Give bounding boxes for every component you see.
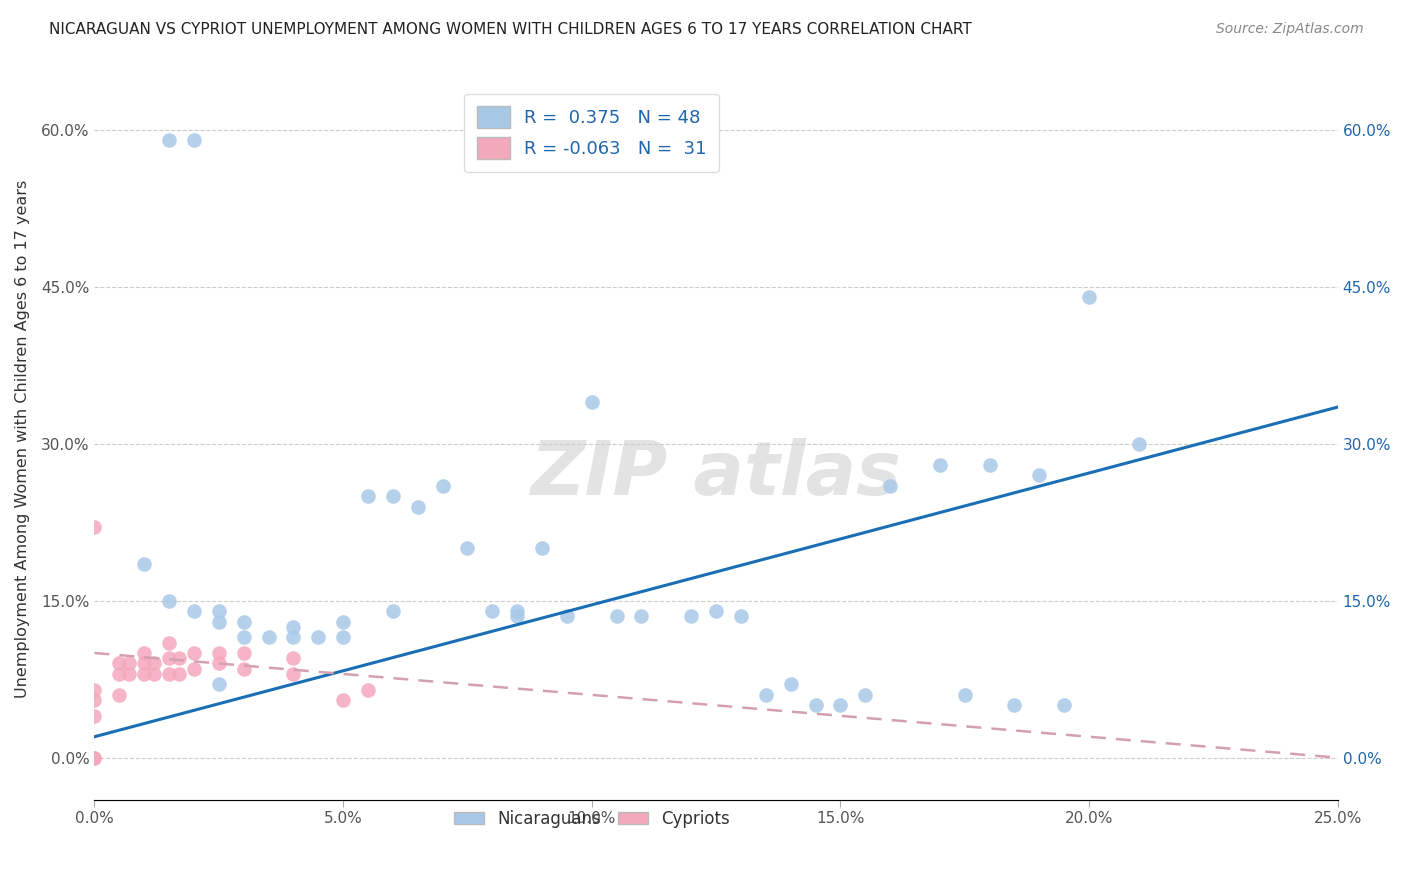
Point (134, 646, 156, 660)
Point (183, 133, 205, 147)
Text: NICARAGUAN VS CYPRIOT UNEMPLOYMENT AMONG WOMEN WITH CHILDREN AGES 6 TO 17 YEARS : NICARAGUAN VS CYPRIOT UNEMPLOYMENT AMONG… (49, 22, 972, 37)
Point (307, 630, 329, 644)
Point (232, 662, 254, 676)
Point (606, 609, 628, 624)
Point (283, 651, 305, 665)
Point (779, 677, 801, 691)
Point (953, 688, 976, 702)
Point (506, 609, 529, 624)
Point (118, 667, 141, 681)
Point (530, 541, 553, 556)
Point (232, 615, 254, 629)
Point (283, 667, 305, 681)
Point (332, 615, 354, 629)
Point (83, 750, 105, 764)
Point (630, 609, 652, 624)
Point (555, 609, 578, 624)
Point (183, 604, 205, 618)
Point (157, 133, 180, 147)
Point (332, 630, 354, 644)
Point (1128, 436, 1150, 450)
Point (257, 630, 280, 644)
Point (406, 500, 429, 514)
Point (157, 635, 180, 649)
Point (730, 609, 752, 624)
Point (134, 557, 156, 571)
Point (830, 698, 852, 713)
Point (134, 667, 156, 681)
Point (183, 662, 205, 676)
Point (1078, 290, 1101, 304)
Point (208, 604, 231, 618)
Point (157, 593, 180, 607)
Point (157, 651, 180, 665)
Y-axis label: Unemployment Among Women with Children Ages 6 to 17 years: Unemployment Among Women with Children A… (15, 179, 30, 698)
Point (232, 646, 254, 660)
Point (232, 630, 254, 644)
Text: ZIP atlas: ZIP atlas (530, 438, 901, 511)
Point (83, 520, 105, 534)
Point (157, 667, 180, 681)
Point (208, 677, 231, 691)
Point (108, 688, 131, 702)
Point (143, 667, 166, 681)
Point (581, 395, 603, 409)
Point (979, 458, 1001, 472)
Point (108, 657, 131, 671)
Point (381, 604, 404, 618)
Point (283, 620, 305, 634)
Point (83, 682, 105, 697)
Point (167, 651, 190, 665)
Point (283, 630, 305, 644)
Point (208, 657, 231, 671)
Point (704, 604, 727, 618)
Legend: Nicaraguans, Cypriots: Nicaraguans, Cypriots (447, 803, 737, 835)
Point (1002, 698, 1025, 713)
Point (143, 657, 166, 671)
Point (134, 657, 156, 671)
Point (928, 458, 950, 472)
Point (681, 609, 703, 624)
Point (755, 688, 778, 702)
Point (208, 646, 231, 660)
Point (357, 489, 380, 503)
Point (381, 489, 404, 503)
Point (1053, 698, 1076, 713)
Point (879, 478, 901, 492)
Point (456, 541, 478, 556)
Point (1028, 468, 1050, 483)
Point (357, 682, 380, 697)
Point (118, 657, 141, 671)
Point (853, 688, 876, 702)
Point (432, 478, 454, 492)
Point (167, 667, 190, 681)
Point (208, 615, 231, 629)
Point (83, 693, 105, 707)
Point (481, 604, 503, 618)
Point (83, 708, 105, 723)
Point (804, 698, 827, 713)
Point (108, 667, 131, 681)
Point (332, 693, 354, 707)
Point (506, 604, 529, 618)
Point (83, 750, 105, 764)
Point (183, 646, 205, 660)
Text: Source: ZipAtlas.com: Source: ZipAtlas.com (1216, 22, 1364, 37)
